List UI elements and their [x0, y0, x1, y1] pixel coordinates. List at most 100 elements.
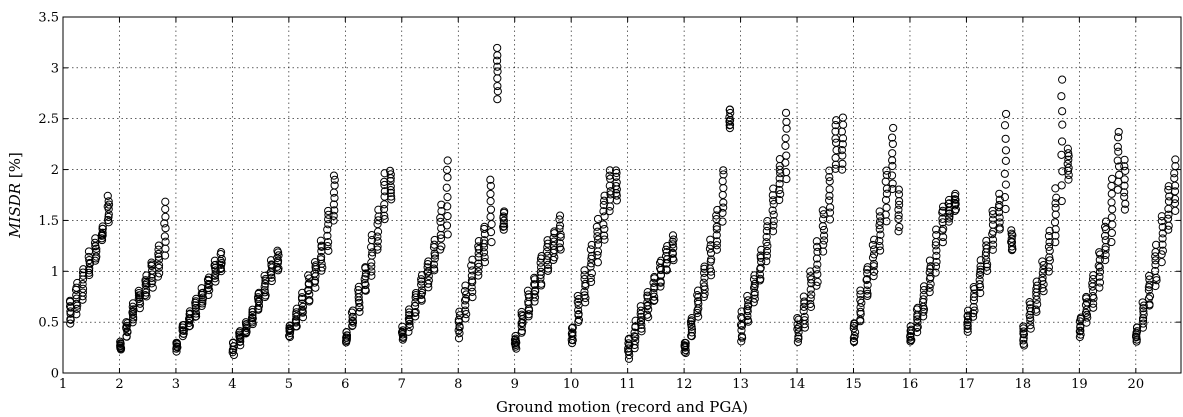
data-point: [461, 281, 470, 290]
data-point: [550, 227, 559, 236]
data-point: [781, 141, 790, 150]
data-point: [600, 231, 609, 240]
data-point: [762, 251, 771, 260]
data-point: [417, 288, 427, 297]
data-point: [261, 291, 270, 300]
data-point: [680, 338, 689, 347]
data-point: [197, 284, 206, 293]
data-point: [467, 261, 476, 270]
data-point: [493, 95, 502, 104]
y-tick-label: 1: [51, 265, 59, 280]
data-point: [587, 240, 596, 250]
data-point: [524, 310, 533, 319]
data-point: [1114, 127, 1123, 137]
data-point: [429, 260, 438, 269]
data-point: [318, 263, 327, 272]
data-point: [951, 189, 960, 198]
data-point: [895, 222, 904, 232]
data-point: [831, 164, 840, 173]
y-tick-label: 0.5: [38, 316, 59, 331]
data-point: [643, 288, 652, 297]
data-point: [806, 267, 815, 276]
data-point: [317, 252, 326, 262]
x-tick-label: 14: [789, 377, 806, 392]
x-tick-label: 11: [619, 377, 636, 392]
data-point: [894, 205, 903, 214]
data-point: [1001, 156, 1010, 165]
data-point: [938, 206, 947, 215]
data-point: [555, 239, 565, 248]
data-point: [769, 216, 778, 226]
data-point: [725, 105, 734, 114]
data-point: [995, 200, 1004, 210]
data-point: [367, 271, 376, 280]
data-point: [98, 228, 107, 237]
data-point: [606, 187, 615, 196]
data-point: [348, 313, 357, 322]
data-point: [1019, 339, 1028, 348]
data-point: [1151, 240, 1161, 249]
data-point: [72, 310, 81, 319]
data-point: [649, 288, 658, 298]
data-point: [543, 260, 552, 269]
data-point: [838, 151, 847, 160]
x-tick-label: 8: [454, 377, 462, 392]
data-point: [297, 293, 307, 302]
data-point: [637, 327, 646, 336]
data-point: [78, 280, 87, 289]
data-point: [493, 81, 502, 91]
data-point: [84, 268, 94, 277]
x-tick-label: 4: [228, 377, 236, 392]
data-point: [273, 262, 282, 271]
data-point: [555, 243, 564, 252]
data-point: [305, 290, 314, 299]
data-point: [1001, 180, 1010, 189]
data-point: [650, 292, 659, 301]
y-tick-label: 3.5: [38, 11, 59, 26]
data-point: [443, 211, 452, 221]
data-point: [869, 267, 879, 276]
data-point: [763, 241, 772, 251]
data-point: [191, 307, 200, 316]
data-point: [342, 333, 352, 342]
data-point: [1138, 316, 1148, 325]
x-tick-label: 12: [676, 377, 693, 392]
data-point: [769, 210, 778, 219]
data-point: [888, 161, 897, 171]
data-point: [229, 342, 238, 351]
data-point: [474, 236, 483, 246]
data-point: [192, 312, 201, 321]
data-point: [211, 269, 220, 278]
data-point: [1163, 214, 1173, 223]
data-point: [216, 248, 226, 257]
data-point: [480, 236, 489, 245]
data-point: [537, 279, 546, 288]
data-point: [467, 276, 477, 285]
data-point: [881, 177, 890, 186]
data-point: [762, 246, 772, 256]
data-point: [719, 166, 728, 175]
data-point: [398, 326, 407, 335]
data-point: [1164, 210, 1173, 219]
data-point: [160, 219, 169, 228]
data-point: [1082, 318, 1091, 327]
data-point: [718, 217, 727, 226]
data-point: [556, 230, 565, 239]
data-point: [73, 278, 82, 288]
data-point: [763, 217, 772, 226]
data-point: [825, 191, 834, 200]
data-point: [468, 287, 477, 296]
data-point: [85, 258, 94, 268]
data-point: [963, 311, 972, 320]
data-point: [1115, 170, 1124, 179]
data-point: [995, 218, 1004, 227]
data-point: [493, 87, 502, 96]
data-point: [1058, 167, 1067, 176]
data-point: [380, 214, 389, 224]
data-point: [1157, 258, 1166, 267]
data-point: [367, 262, 376, 271]
y-tick-label: 3: [51, 61, 59, 76]
data-point: [1007, 242, 1017, 251]
data-point: [461, 301, 470, 310]
